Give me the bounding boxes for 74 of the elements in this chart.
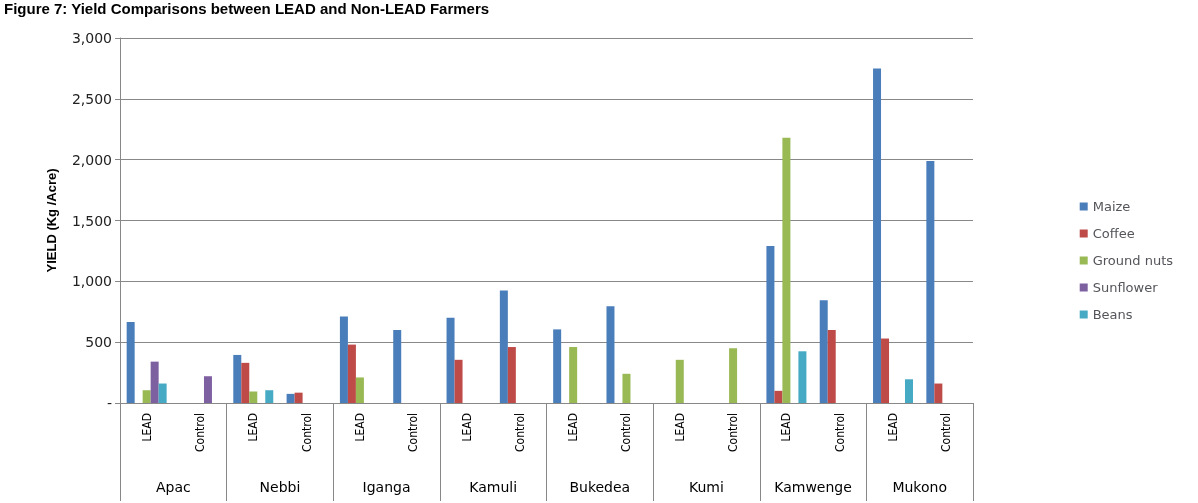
bar xyxy=(507,347,516,403)
bar xyxy=(881,338,890,403)
bar xyxy=(499,290,508,403)
legend-label: Sunflower xyxy=(1092,280,1159,295)
x-tick-label: Control xyxy=(726,413,741,452)
bar xyxy=(339,316,348,403)
bar xyxy=(675,359,684,403)
bar xyxy=(158,383,167,403)
bar xyxy=(393,330,402,403)
x-tick-label: Control xyxy=(619,413,634,452)
bar xyxy=(446,317,455,403)
bar xyxy=(347,344,356,403)
bar xyxy=(798,351,807,403)
bar xyxy=(294,392,303,403)
y-axis-title: YIELD (Kg /Acre) xyxy=(44,168,59,273)
bar xyxy=(355,377,364,403)
x-tick-label: Control xyxy=(832,413,847,452)
bar xyxy=(142,390,151,403)
x-tick-label: Control xyxy=(299,413,314,452)
bar xyxy=(766,246,775,403)
bar xyxy=(454,359,463,403)
bar xyxy=(774,390,783,403)
legend-label: Coffee xyxy=(1092,226,1135,241)
text: Mukono xyxy=(892,479,947,495)
text: Iganga xyxy=(362,479,411,495)
y-tick-label: 3,000 xyxy=(71,30,112,46)
x-tick-label: LEAD xyxy=(459,413,474,442)
bar xyxy=(126,322,135,403)
bar xyxy=(782,137,791,403)
legend-label: Ground nuts xyxy=(1092,253,1174,268)
legend-label: Beans xyxy=(1092,307,1133,322)
text: Kamuli xyxy=(469,479,518,495)
bar xyxy=(233,354,242,403)
bar xyxy=(873,68,882,403)
x-tick-label: LEAD xyxy=(352,413,367,442)
bar xyxy=(569,347,578,403)
bar xyxy=(606,306,615,403)
x-tick-label: LEAD xyxy=(246,413,261,442)
x-tick-label: Control xyxy=(512,413,527,452)
bar xyxy=(827,330,836,403)
bar xyxy=(819,300,828,403)
bar xyxy=(729,348,738,403)
x-tick-label: LEAD xyxy=(779,413,794,442)
x-tick-label: Control xyxy=(406,413,421,452)
text: Kamwenge xyxy=(774,479,852,495)
x-tick-label: LEAD xyxy=(139,413,154,442)
bar xyxy=(241,362,250,403)
legend-label: Maize xyxy=(1092,199,1131,214)
text: Bukedea xyxy=(569,479,631,495)
text: Kumi xyxy=(688,479,724,495)
x-tick-label: LEAD xyxy=(672,413,687,442)
bar xyxy=(265,390,274,403)
y-tick-label: 1,500 xyxy=(71,212,112,229)
y-tick-label: 2,000 xyxy=(71,151,112,168)
y-tick-label: - xyxy=(106,395,112,411)
bar xyxy=(286,393,295,403)
text: Nebbi xyxy=(259,479,301,495)
x-tick-label: Control xyxy=(939,413,954,452)
bar xyxy=(622,373,631,403)
bar xyxy=(926,160,935,403)
bar xyxy=(553,329,562,403)
bar xyxy=(249,391,258,403)
bar xyxy=(905,379,914,403)
x-tick-label: LEAD xyxy=(566,413,581,442)
y-tick-label: 2,500 xyxy=(71,90,112,107)
bar xyxy=(203,376,212,403)
text: Apac xyxy=(155,479,191,495)
x-tick-label: LEAD xyxy=(886,413,901,442)
x-tick-label: Control xyxy=(192,413,207,452)
bar xyxy=(150,361,159,403)
y-tick-label: 500 xyxy=(85,334,112,351)
y-tick-label: 1,000 xyxy=(71,273,112,290)
bar xyxy=(934,383,943,403)
chart-title: Figure 7: Yield Comparisons between LEAD and Non-LEAD Farmers xyxy=(4,0,490,17)
